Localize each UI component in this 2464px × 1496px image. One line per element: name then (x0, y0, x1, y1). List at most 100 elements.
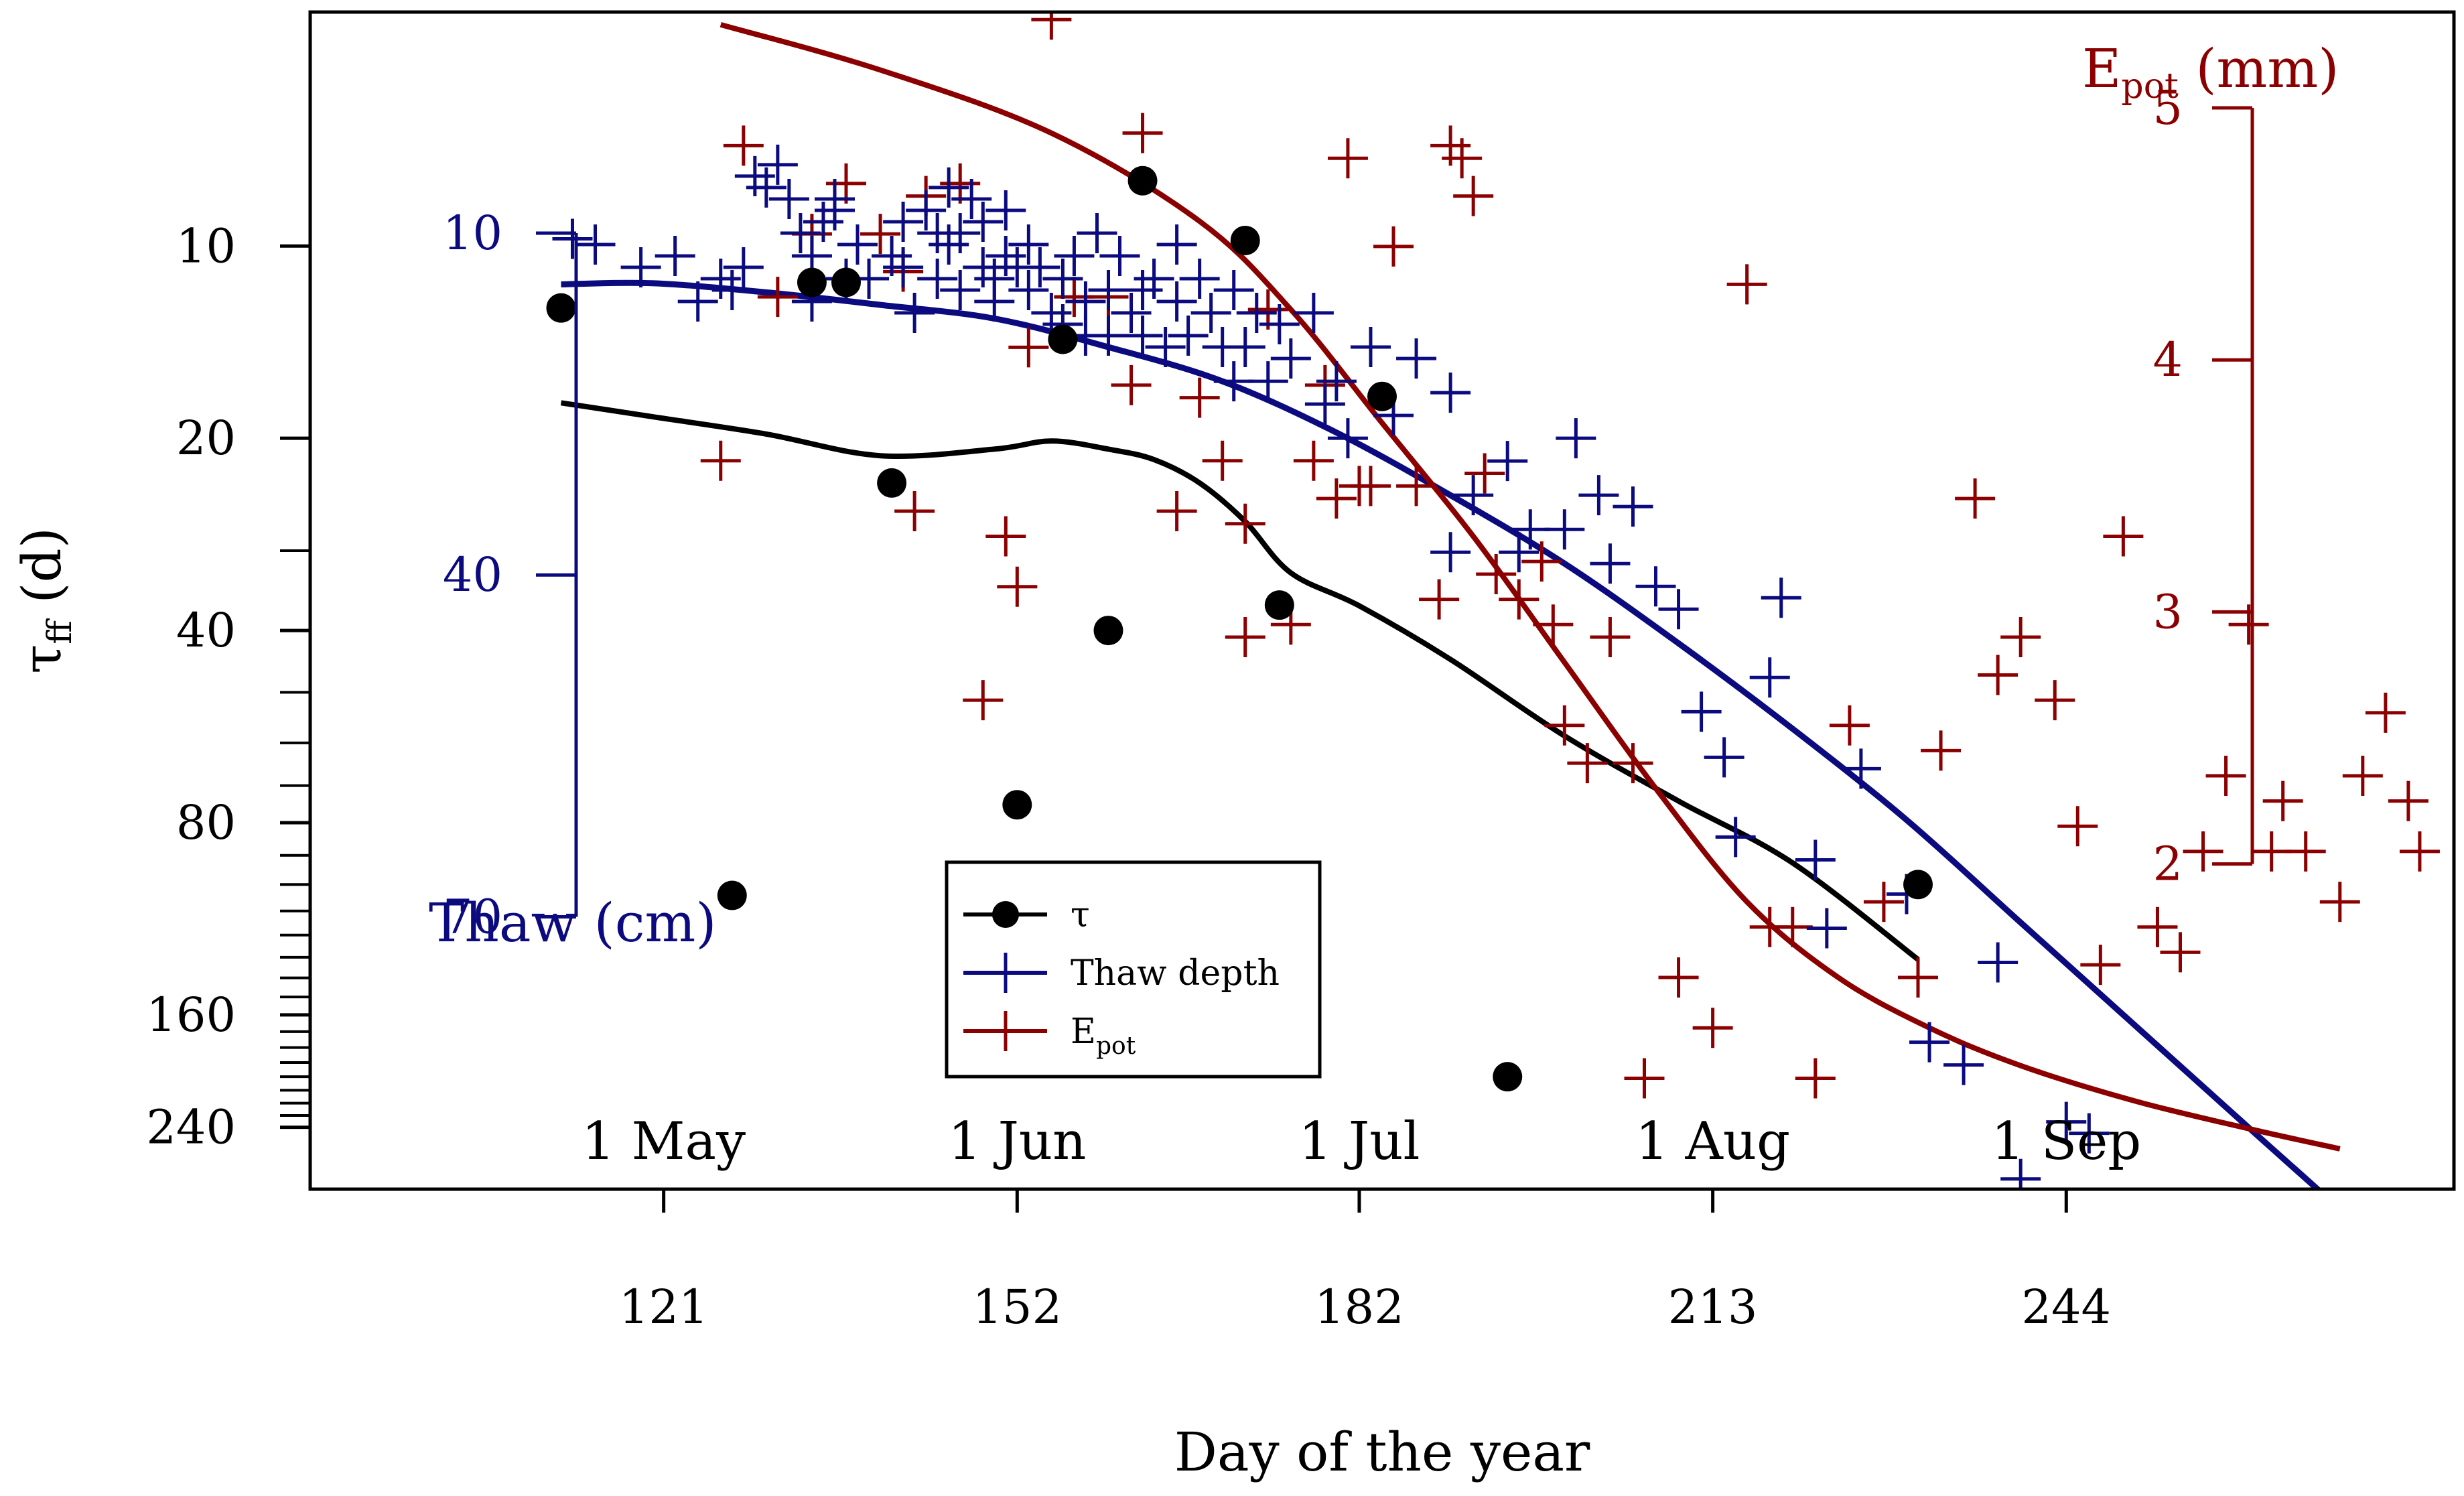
tau-point (1230, 225, 1260, 255)
thaw-point (1635, 566, 1676, 607)
thaw-point (1134, 259, 1174, 299)
epot-point (1624, 1058, 1665, 1099)
thaw-point (1190, 293, 1231, 334)
plot-border (308, 10, 2456, 1191)
epot-point (1978, 655, 2018, 695)
thaw-point (2000, 1158, 2041, 1189)
epot-point (2035, 680, 2075, 721)
thaw-point (1840, 748, 1881, 789)
thaw-point (711, 270, 752, 311)
epot-point (1156, 490, 1197, 531)
thaw-point (1316, 361, 1357, 402)
epot-point (1921, 730, 1962, 771)
thaw-point (1544, 509, 1585, 550)
y-axis-title-part: (d) (11, 527, 73, 620)
month-label: 1 May (581, 1111, 746, 1172)
thaw-point (1099, 235, 1140, 276)
thaw-point (2320, 1296, 2360, 1336)
epot-point (1533, 604, 1574, 645)
thaw-point (2069, 1113, 2110, 1154)
epot-point (1122, 113, 1163, 153)
epot-point (1008, 327, 1049, 368)
y-axis-title-part: τ (11, 644, 73, 674)
epot-point (1567, 743, 1608, 784)
epot-axis-title-part: pot (2121, 66, 2179, 107)
tau-point (877, 468, 907, 498)
epot-point (2080, 945, 2121, 985)
thaw-point (1943, 1044, 1984, 1085)
thaw-point (1350, 327, 1391, 368)
epot-point (826, 163, 866, 204)
thaw-point (1327, 418, 1368, 459)
epot-point (1521, 541, 1562, 582)
tau-point (797, 267, 827, 297)
epot-point (1863, 882, 1904, 923)
thaw-smooth-line (561, 279, 2323, 1189)
legend: τ Thaw depth Epot (945, 860, 1322, 1079)
epot-point (2057, 806, 2098, 847)
epot-point (1453, 176, 1494, 216)
legend-marker-thaw (985, 953, 1026, 993)
tau-point (831, 267, 861, 297)
thaw-point (951, 178, 992, 219)
thaw-point (1704, 737, 1744, 778)
thaw-point (723, 247, 764, 287)
thaw-point (1247, 361, 1288, 402)
thaw-tick-label: 70 (443, 889, 502, 944)
y-tick-label: 20 (176, 411, 236, 466)
thaw-point (734, 155, 775, 196)
thaw-point (872, 235, 912, 276)
thaw-point (894, 293, 935, 334)
thaw-point (1396, 338, 1437, 379)
legend-label-tau-part: τ (1071, 895, 1090, 935)
epot-point (1373, 226, 1414, 267)
thaw-point (1156, 281, 1197, 322)
thaw-point (1122, 270, 1163, 311)
thaw-point (1145, 327, 1186, 368)
epot-point (1692, 1008, 1733, 1048)
thaw-point (2274, 1273, 2315, 1313)
legend-label-thaw: Thaw depth (1071, 953, 1280, 994)
y-axis-title-part: ff (40, 618, 79, 644)
epot-axis-title-part: (mm) (2179, 38, 2339, 100)
thaw-point (677, 281, 718, 322)
epot-point (2388, 780, 2428, 821)
legend-marker-tau (992, 901, 1019, 928)
thaw-point (1225, 327, 1265, 368)
thaw-point (1031, 293, 1072, 334)
epot-point (1111, 364, 1152, 405)
thaw-point (1613, 486, 1653, 527)
legend-label-epot-part: E (1071, 1012, 1096, 1052)
epot-point (985, 516, 1026, 557)
thaw-point (1008, 224, 1049, 265)
tau-point (1002, 790, 1032, 820)
epot-point (2399, 831, 2440, 872)
epot-point (1772, 906, 1813, 947)
tau-point (1127, 165, 1158, 196)
thaw-point (2229, 1262, 2269, 1302)
tau-point (1093, 616, 1123, 646)
epot-point (1396, 466, 1437, 506)
epot-point (1613, 743, 1653, 784)
thaw-point (929, 167, 969, 208)
thaw-point (974, 259, 1015, 299)
legend-box (945, 860, 1322, 1079)
thaw-point (1795, 839, 1836, 880)
thaw-point (1453, 475, 1494, 516)
thaw-point (1749, 657, 1790, 698)
thaw-point (985, 235, 1026, 276)
x-tick-label: 213 (1668, 1280, 1758, 1335)
month-label: 1 Jun (948, 1111, 1086, 1172)
legend-label-thaw-part: Thaw depth (1071, 953, 1280, 994)
thaw-point (1293, 293, 1334, 334)
y-tick-label: 240 (146, 1100, 236, 1155)
thaw-point (2160, 1273, 2200, 1313)
epot-point (1202, 440, 1243, 481)
thaw-point (1590, 543, 1631, 584)
thaw-point (963, 201, 1004, 242)
epot-point (1225, 503, 1265, 544)
epot-point (700, 440, 741, 481)
thaw-point (1020, 247, 1060, 287)
epot-point (1795, 1058, 1836, 1099)
legend-marker-epot (985, 1011, 1026, 1051)
